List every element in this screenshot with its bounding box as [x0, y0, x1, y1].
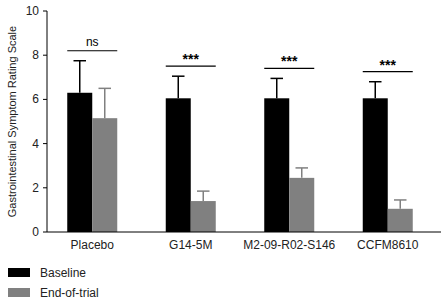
significance-bracket [67, 50, 117, 51]
y-tick-label: 10 [26, 4, 40, 18]
significance-label: *** [380, 57, 397, 73]
error-cap [172, 75, 185, 77]
bar [388, 209, 413, 232]
bars [67, 61, 413, 232]
significance-label: ns [86, 35, 99, 49]
x-tick-label: Placebo [71, 238, 115, 252]
legend-swatch [8, 288, 30, 297]
error-cap [369, 81, 382, 83]
legend-swatch [8, 268, 30, 277]
error-cap [394, 199, 407, 201]
y-axis-title: Gastrointestinal Symptom Rating Scale [6, 26, 18, 217]
legend-label: Baseline [40, 266, 86, 280]
bar [191, 201, 216, 232]
bar [92, 118, 117, 232]
bar [166, 98, 191, 232]
y-tick [43, 187, 47, 188]
legend-label: End-of-trial [40, 286, 99, 300]
y-tick-label: 4 [32, 137, 39, 151]
x-tick-label: G14-5M [169, 238, 212, 252]
error-cap [296, 167, 309, 169]
error-stem [400, 200, 402, 209]
bar [363, 98, 388, 232]
y-tick [43, 99, 47, 100]
error-cap [197, 190, 210, 192]
x-tick-label: CCFM8610 [357, 238, 419, 252]
significance-label: *** [183, 51, 200, 67]
error-bar [271, 78, 284, 98]
y-tick [43, 11, 47, 12]
bar [289, 178, 314, 232]
chart: 0 2 4 6 8 10 Gastrointestinal Symptom Rating S… [0, 0, 443, 306]
error-cap [271, 78, 284, 80]
error-stem [104, 88, 106, 118]
x-tick-label: M2-09-R02-S146 [243, 238, 335, 252]
error-cap [74, 60, 87, 62]
y-tick [43, 232, 47, 233]
error-bar [394, 200, 407, 209]
error-stem [178, 76, 180, 98]
error-cap [99, 88, 112, 90]
y-tick [43, 55, 47, 56]
error-bar [172, 76, 185, 98]
bar [67, 93, 92, 232]
error-bar [197, 191, 210, 201]
y-tick [43, 143, 47, 144]
error-bar [74, 61, 87, 93]
error-stem [276, 78, 278, 98]
y-tick-label: 0 [32, 225, 39, 239]
error-stem [79, 61, 81, 93]
y-tick-label: 6 [32, 92, 39, 106]
error-bar [369, 82, 382, 99]
y-tick-label: 8 [32, 48, 39, 62]
y-axis [47, 11, 48, 232]
error-stem [375, 82, 377, 99]
bar [264, 98, 289, 232]
y-tick-label: 2 [32, 181, 39, 195]
x-axis [47, 232, 441, 233]
error-stem [203, 191, 205, 201]
significance-label: *** [281, 53, 298, 69]
error-stem [301, 168, 303, 178]
error-bar [296, 168, 309, 178]
error-bar [99, 88, 112, 118]
